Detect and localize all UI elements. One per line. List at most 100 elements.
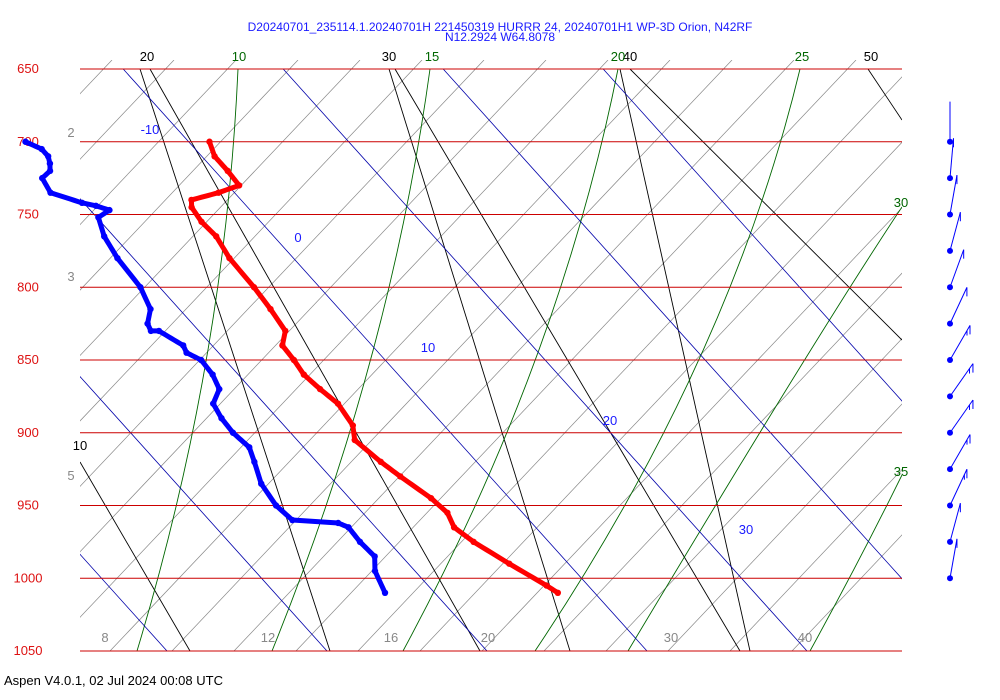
mixing-ratio-line <box>80 60 361 357</box>
mixing-ratio-line <box>729 468 902 651</box>
temperature-point <box>554 589 562 596</box>
chart-subtitle: N12.2924 W64.8078 <box>444 30 556 44</box>
temperature-point <box>444 509 451 516</box>
dewpoint-point <box>114 254 121 262</box>
mixing-ratio-line <box>171 60 733 651</box>
mixing-ratio-label: 5 <box>67 468 74 483</box>
dewpoint-point <box>22 138 29 145</box>
dewpoint-point <box>46 160 54 167</box>
mixing-ratio-line <box>80 60 175 160</box>
wind-barb-dot <box>947 320 953 327</box>
dewpoint-point <box>147 327 155 335</box>
pressure-label: 850 <box>17 352 39 367</box>
wind-barb-staff <box>949 175 958 215</box>
wind-barb-dot <box>947 538 953 545</box>
dewpoint-point <box>251 458 258 466</box>
wind-barb-dot <box>947 429 953 436</box>
mixing-ratio-line <box>419 141 902 651</box>
temperature-point <box>316 385 324 393</box>
dewpoint-point <box>78 199 86 207</box>
mixing-ratio-line <box>80 60 237 226</box>
wind-barb-staff <box>949 287 968 324</box>
dry-adiabat-label: 10 <box>73 438 87 453</box>
temperature-point <box>470 538 477 546</box>
mixing-ratio-line <box>233 60 795 651</box>
temperature-point <box>334 400 342 407</box>
dewpoint-point <box>356 538 364 546</box>
temperature-point <box>212 233 220 240</box>
dry-adiabat-line <box>80 461 191 651</box>
temperature-point <box>224 167 231 175</box>
mixing-ratio-label: 3 <box>67 269 74 284</box>
moist-adiabat-label: 35 <box>894 464 908 479</box>
temperature-point <box>211 153 218 160</box>
pressure-label: 1000 <box>14 570 43 585</box>
wind-barb-staff <box>949 249 965 288</box>
mixing-ratio-line <box>791 534 902 651</box>
wind-barb-dot <box>947 393 953 400</box>
isotherm-label: 0 <box>294 230 301 245</box>
temperature-point <box>290 356 298 364</box>
temperature-point <box>226 254 233 262</box>
wind-barb-staff <box>949 469 968 506</box>
mixing-ratio-line <box>605 338 902 651</box>
mixing-ratio-line <box>543 272 902 651</box>
wind-barb-staff <box>949 503 961 543</box>
mixing-ratio-line <box>667 403 902 651</box>
pressure-label: 1050 <box>14 643 43 658</box>
wind-barb-dot <box>947 247 953 254</box>
dewpoint-point <box>38 145 45 153</box>
temperature-point <box>543 582 550 589</box>
pressure-label: 650 <box>17 61 39 76</box>
dewpoint-point <box>44 153 52 160</box>
isotherm-label: 20 <box>603 413 617 428</box>
mixing-ratio-line <box>481 207 902 651</box>
wind-barb-dot <box>947 138 953 145</box>
temperature-point <box>267 305 274 313</box>
isotherm-line <box>80 375 328 651</box>
mixing-ratio-line <box>80 60 485 487</box>
dewpoint-point <box>197 356 205 364</box>
temperature-point <box>235 182 243 189</box>
temperature-point <box>188 196 195 204</box>
temperature-point <box>300 371 307 378</box>
dewpoint-point <box>147 305 154 313</box>
wind-barb-dot <box>947 175 953 182</box>
mixing-ratio-label: 12 <box>261 630 275 645</box>
dewpoint-point <box>144 320 151 327</box>
mixing-ratio-line <box>80 60 299 291</box>
dewpoint-point <box>246 444 253 451</box>
footer-text: Aspen V4.0.1, 02 Jul 2024 00:08 UTC <box>4 673 223 688</box>
dewpoint-point <box>289 516 296 524</box>
dewpoint-point <box>95 214 102 221</box>
dewpoint-point <box>209 371 216 378</box>
dry-adiabat-line <box>629 68 902 341</box>
dewpoint-point <box>47 189 54 196</box>
dewpoint-point <box>100 233 108 240</box>
wind-barb-dot <box>947 575 953 582</box>
dewpoint-point <box>39 174 46 182</box>
wind-barb-staff <box>949 138 954 179</box>
pressure-label: 800 <box>17 279 39 294</box>
wind-barb-dot <box>947 502 953 509</box>
wind-barb-staff <box>949 538 958 579</box>
moist-adiabat-label: 25 <box>795 49 809 64</box>
temperature-point <box>349 422 357 429</box>
dewpoint-point <box>371 553 378 560</box>
isotherm-label: 30 <box>739 522 753 537</box>
temperature-point <box>351 436 358 444</box>
wind-barb-dot <box>947 357 953 363</box>
dry-adiabat-line <box>867 68 902 121</box>
temperature-point <box>279 342 286 349</box>
dewpoint-point <box>46 167 54 175</box>
chart-title: D20240701_235114.1.20240701H 221450319 H… <box>247 20 753 34</box>
mixing-ratio-label: 40 <box>798 630 812 645</box>
temperature-point <box>377 458 384 466</box>
dewpoint-point <box>183 349 190 356</box>
moist-adiabat-label: 20 <box>611 49 625 64</box>
dewpoint-point <box>258 480 265 487</box>
temperature-point <box>427 495 435 502</box>
dewpoint-point <box>229 429 237 436</box>
mixing-ratio-line <box>80 60 609 618</box>
